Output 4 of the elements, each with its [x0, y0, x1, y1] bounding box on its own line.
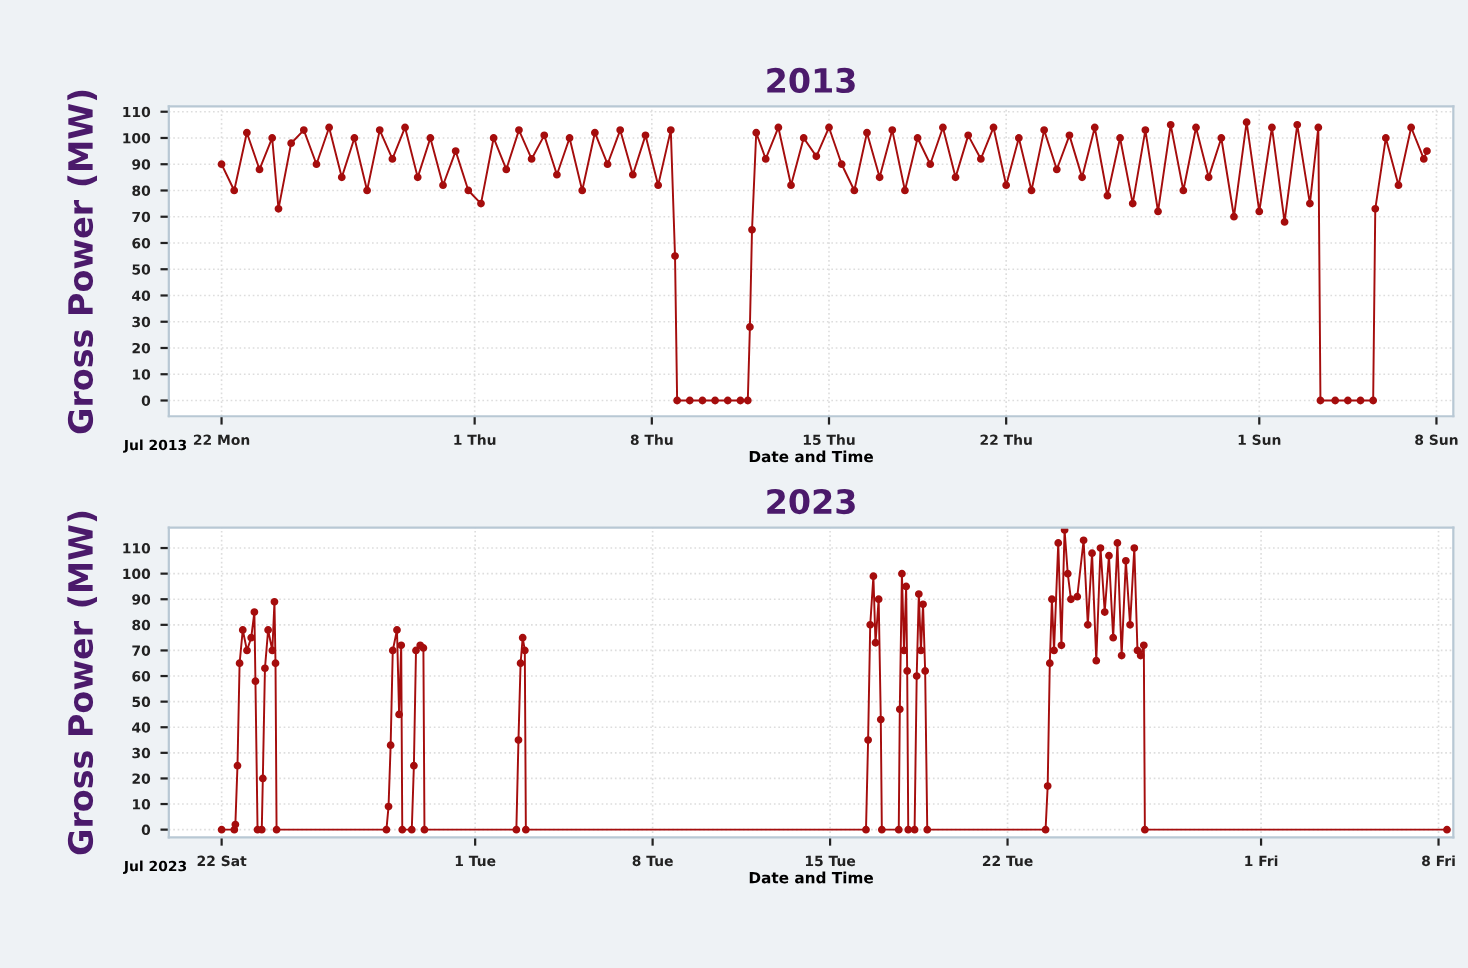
- chart-title: 2013: [767, 67, 855, 94]
- y-axis-title: Gross Power (MW): [67, 90, 98, 434]
- y-axis-title: Gross Power (MW): [67, 511, 98, 855]
- chart-title: 2023: [767, 488, 855, 515]
